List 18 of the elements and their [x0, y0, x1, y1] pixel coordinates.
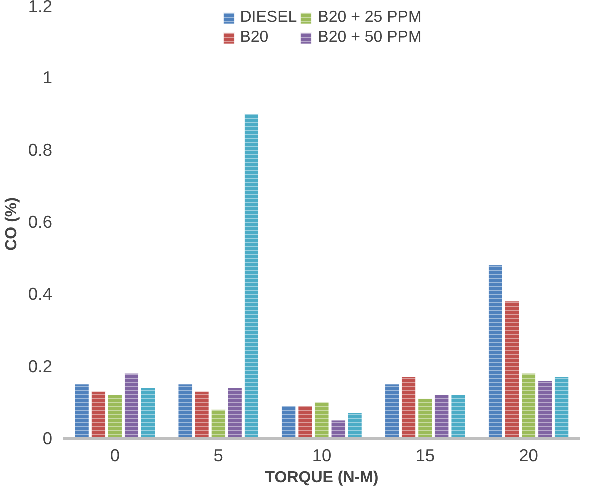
x-tick-label: 5 [214, 446, 224, 466]
x-tick-label: 20 [519, 446, 538, 466]
y-tick-label: 0.8 [28, 140, 53, 160]
y-tick-label: 0 [42, 428, 53, 448]
x-tick-label: 15 [416, 446, 436, 466]
legend-label: B20 + 50 PPM [318, 29, 422, 47]
legend-label: DIESEL [240, 9, 298, 27]
x-tick-label: 0 [110, 446, 120, 466]
y-axis-title: CO (%) [3, 198, 20, 251]
y-tick-label: 0.2 [28, 356, 53, 376]
x-axis-title: TORQUE (N-M) [265, 470, 379, 486]
x-tick-label: 10 [312, 446, 332, 466]
y-tick-label: 1.2 [28, 0, 53, 16]
y-tick-label: 1 [42, 68, 53, 88]
y-tick-label: 0.4 [28, 284, 53, 304]
y-tick-label: 0.6 [28, 212, 53, 232]
legend-label: B20 + 25 PPM [318, 9, 422, 27]
legend-label: B20 [240, 29, 269, 47]
